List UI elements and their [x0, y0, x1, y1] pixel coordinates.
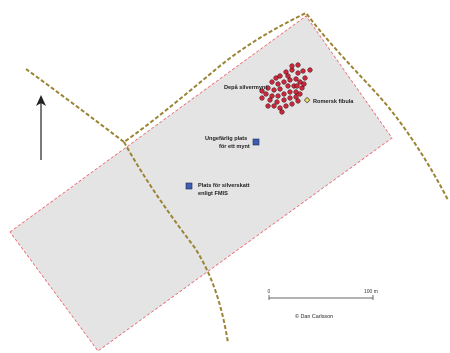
coin-marker-icon	[275, 93, 281, 99]
coin-marker-icon	[302, 75, 308, 81]
square-marker-icon	[185, 182, 193, 190]
coin-marker-icon	[299, 85, 305, 91]
coin-marker-icon	[271, 103, 277, 109]
coin-marker-icon	[295, 70, 301, 76]
coin-marker-icon	[287, 89, 293, 95]
label-coin-place-2: för ett mynt	[219, 144, 250, 150]
square-marker-icon	[252, 138, 260, 146]
coin-marker-icon	[275, 81, 281, 87]
label-fmis-2: enligt FMIS	[198, 191, 228, 197]
coin-marker-icon	[274, 99, 280, 105]
coin-marker-icon	[289, 63, 295, 69]
coin-marker-icon	[287, 77, 293, 83]
coin-marker-icon	[279, 109, 285, 115]
coin-marker-icon	[294, 83, 300, 89]
label-fmis-1: Plats för silverskatt	[198, 183, 250, 189]
coin-marker-icon	[307, 67, 313, 73]
coin-marker-icon	[301, 81, 307, 87]
label-coin-place-1: Ungefärlig plats	[205, 136, 247, 142]
coin-marker-icon	[285, 73, 291, 79]
coin-marker-icon	[287, 95, 293, 101]
coin-marker-icon	[293, 89, 299, 95]
coin-marker-icon	[293, 76, 299, 82]
coin-marker-icon	[273, 75, 279, 81]
coin-marker-icon	[295, 98, 301, 104]
coin-marker-icon	[269, 79, 275, 85]
coin-marker-icon	[263, 91, 269, 97]
label-hoard: Depå silvermynt	[224, 84, 267, 91]
coin-marker-icon	[265, 85, 271, 91]
coin-hoard-cluster	[259, 62, 313, 115]
coin-marker-icon	[283, 69, 289, 75]
coin-marker-icon	[285, 83, 291, 89]
coin-marker-icon	[277, 86, 283, 92]
credit-text: © Dan Carlsson	[295, 313, 333, 320]
coin-marker-icon	[271, 87, 277, 93]
coin-marker-icon	[300, 68, 306, 74]
coin-marker-icon	[283, 103, 289, 109]
north-arrow-icon	[36, 95, 46, 160]
coin-marker-icon	[297, 79, 303, 85]
coin-marker-icon	[259, 88, 265, 94]
coin-marker-icon	[281, 97, 287, 103]
scale-bar: 0 100 m	[268, 289, 378, 300]
road-south	[123, 141, 229, 344]
coin-marker-icon	[293, 94, 299, 100]
coin-marker-icon	[269, 93, 275, 99]
coin-marker-icon	[281, 91, 287, 97]
scale-start-label: 0	[268, 289, 271, 295]
coin-marker-icon	[281, 79, 287, 85]
coin-marker-icon	[259, 95, 265, 101]
coin-marker-icon	[297, 91, 303, 97]
diamond-marker-icon	[303, 96, 311, 104]
coin-marker-icon	[289, 101, 295, 107]
coin-marker-icon	[295, 62, 301, 68]
coin-marker-icon	[267, 97, 273, 103]
road-north-west	[25, 11, 449, 201]
coin-marker-icon	[277, 73, 283, 79]
coin-marker-icon	[265, 103, 271, 109]
scale-end-label: 100 m	[364, 289, 378, 295]
coin-marker-icon	[277, 105, 283, 111]
label-fibula: Romersk fibula	[313, 99, 354, 105]
